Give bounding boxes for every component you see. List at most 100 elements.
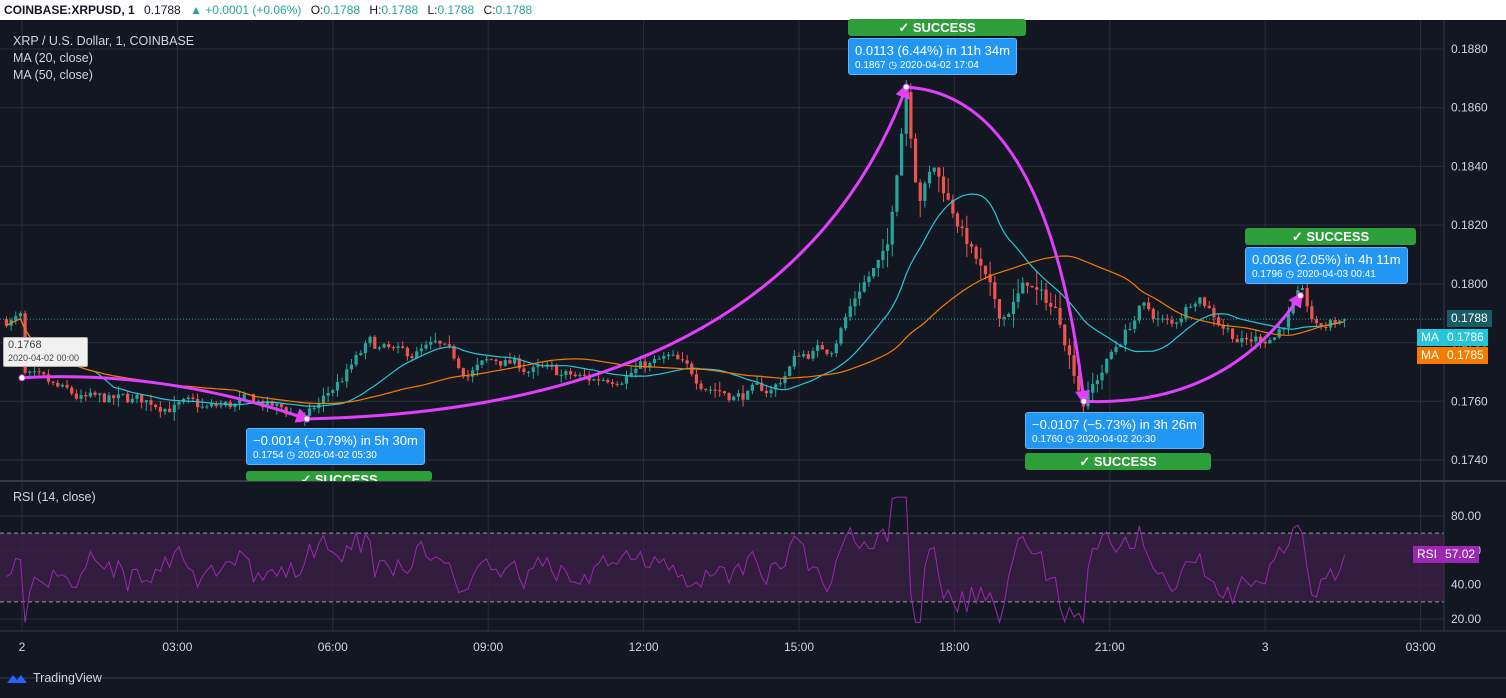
rsi-legend[interactable]: RSI (14, close) (13, 490, 96, 504)
candle-body (862, 282, 866, 292)
candle-body (419, 348, 423, 352)
candle-body (345, 369, 349, 382)
candle-body (923, 183, 927, 201)
candle-body (1212, 308, 1216, 318)
open-label: O: (310, 3, 324, 17)
candle-body (918, 182, 922, 201)
candle-body (1189, 306, 1193, 308)
candle-body (573, 374, 577, 377)
candle-body (1016, 293, 1020, 302)
clock-icon: ◷ (888, 60, 898, 71)
candle-body (694, 374, 699, 384)
candle-body (1235, 338, 1239, 343)
candle-body (368, 336, 372, 344)
candle-body (494, 359, 498, 362)
candle-body (941, 176, 946, 194)
candle-body (1156, 318, 1160, 320)
candle-body (326, 392, 330, 396)
candle-body (1240, 337, 1244, 343)
candle-body (1286, 313, 1291, 328)
candle-body (18, 313, 23, 317)
candle-body (643, 361, 647, 368)
candle-body (858, 291, 862, 299)
candle-body (1254, 336, 1258, 342)
candle-body (107, 395, 111, 403)
candle-body (1272, 337, 1277, 340)
measure-box-3[interactable]: −0.0107 (−5.73%) in 3h 26m 0.1760 ◷ 2020… (1025, 412, 1204, 449)
candle-body (676, 354, 680, 360)
high-value: 0.1788 (381, 3, 419, 17)
measure-3-detail: 0.1760 ◷ 2020-04-02 20:30 (1032, 433, 1197, 446)
price-tick-label: 0.1880 (1451, 42, 1488, 56)
candle-body (559, 374, 563, 376)
time-tick-label: 2 (19, 640, 26, 654)
candle-body (527, 372, 531, 374)
measure-box-2[interactable]: 0.0113 (6.44%) in 11h 34m 0.1867 ◷ 2020-… (848, 38, 1017, 75)
candle-body (1161, 318, 1165, 320)
legend-title[interactable]: XRP / U.S. Dollar, 1, COINBASE (13, 34, 195, 48)
candle-body (205, 406, 209, 408)
success-badge-3: ✓ SUCCESS (1025, 453, 1211, 470)
candle-body (680, 359, 685, 361)
candle-body (1207, 305, 1211, 309)
candle-body (1319, 323, 1323, 327)
ma50-tag-value: 0.1785 (1443, 347, 1488, 364)
candle-body (196, 398, 200, 408)
candle-body (895, 175, 899, 212)
candle-body (671, 354, 675, 356)
candle-body (447, 344, 451, 347)
candle-body (806, 354, 810, 359)
candle-body (909, 92, 913, 139)
legend-ma20[interactable]: MA (20, close) (13, 51, 93, 65)
close-value: 0.1788 (495, 3, 533, 17)
candle-body (596, 379, 601, 381)
chart-canvas[interactable]: 0.17400.17600.17800.18000.18200.18400.18… (0, 20, 1506, 698)
header-change: ▲ +0.0001 (+0.06%) (190, 3, 302, 17)
time-tick-label: 3 (1262, 640, 1269, 654)
candle-body (1249, 339, 1253, 342)
candle-body (531, 367, 535, 373)
time-tick-label: 15:00 (784, 640, 814, 654)
tradingview-brand[interactable]: TradingView (6, 671, 102, 685)
candle-body (564, 371, 568, 375)
candle-body (769, 389, 773, 394)
ma20-tag-label: MA (1417, 329, 1443, 346)
candle-body (1049, 302, 1053, 307)
rsi-tag: RSI 57.02 (1413, 546, 1480, 563)
candle-body (722, 391, 727, 394)
candle-body (704, 388, 708, 390)
candle-body (93, 392, 97, 395)
candle-body (979, 258, 983, 266)
ma20-line (6, 193, 1345, 407)
candle-body (307, 408, 312, 416)
candle-body (1268, 339, 1272, 344)
candle-body (130, 398, 134, 403)
candle-body (135, 394, 139, 399)
candle-body (778, 383, 782, 385)
candle-body (32, 371, 37, 373)
legend-ma50[interactable]: MA (50, close) (13, 68, 93, 82)
candle-body (1035, 287, 1039, 290)
candle-body (755, 382, 759, 385)
candle-body (1025, 282, 1030, 286)
measure-point (303, 415, 311, 423)
candle-body (881, 250, 885, 261)
candle-body (513, 358, 517, 364)
candle-body (1007, 313, 1011, 318)
ma20-tag: MA 0.1786 (1417, 329, 1488, 346)
measure-box-4[interactable]: 0.0036 (2.05%) in 4h 11m 0.1796 ◷ 2020-0… (1245, 247, 1408, 284)
candle-body (391, 347, 396, 349)
measure-box-1[interactable]: −0.0014 (−0.79%) in 5h 30m 0.1754 ◷ 2020… (246, 428, 425, 465)
measure-arrow (906, 85, 1091, 406)
open-value: 0.1788 (323, 3, 361, 17)
candle-body (853, 298, 857, 307)
candle-body (438, 340, 442, 344)
candle-body (1123, 329, 1127, 345)
candle-body (1030, 285, 1034, 288)
candle-body (708, 389, 713, 391)
candle-body (1170, 319, 1174, 324)
candle-body (1063, 324, 1067, 346)
symbol-name[interactable]: COINBASE:XRPUSD, 1 (4, 3, 135, 17)
candle-body (424, 344, 428, 349)
candle-body (158, 407, 162, 412)
